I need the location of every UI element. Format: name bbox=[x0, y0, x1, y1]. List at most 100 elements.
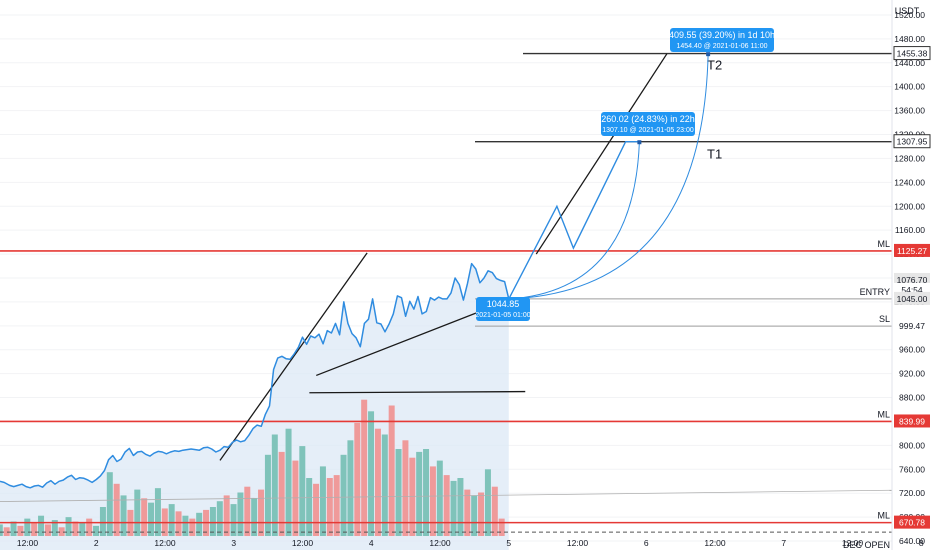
volume-bar bbox=[471, 495, 478, 536]
x-tick-label: 12:00 bbox=[154, 538, 176, 548]
trendlines-layer[interactable] bbox=[219, 53, 668, 461]
price-tag-bg bbox=[893, 46, 931, 61]
volume-bar bbox=[216, 501, 223, 536]
trendline[interactable] bbox=[316, 301, 505, 377]
volume-bar bbox=[285, 428, 292, 536]
price-tag-label: 54:54 bbox=[901, 285, 923, 295]
entry-label: ENTRY bbox=[860, 287, 890, 297]
volume-bar bbox=[258, 489, 265, 536]
price-tag-label: 1076.70 bbox=[897, 275, 928, 285]
y-tick-label: 960.00 bbox=[899, 345, 925, 355]
volume-bar bbox=[402, 440, 409, 536]
grey-trend-line[interactable] bbox=[0, 489, 893, 502]
volume-bar bbox=[44, 524, 51, 536]
callout-line2: 1454.40 @ 2021-01-06 11:00 bbox=[676, 43, 767, 50]
ml-mid-label: ML bbox=[877, 409, 890, 419]
callout-line1: 409.55 (39.20%) in 1d 10h bbox=[669, 30, 775, 40]
y-tick-label: 1520.00 bbox=[894, 10, 925, 20]
volume-bar bbox=[120, 495, 127, 536]
volume-bar bbox=[264, 454, 271, 536]
trendline[interactable] bbox=[219, 252, 368, 461]
volume-bar bbox=[99, 507, 106, 536]
y-tick-label: 1480.00 bbox=[894, 34, 925, 44]
x-tick-label: 12:00 bbox=[292, 538, 314, 548]
volume-bar bbox=[319, 466, 326, 536]
volume-bar bbox=[326, 478, 333, 536]
x-tick-label: 12:00 bbox=[17, 538, 39, 548]
x-tick-label: 8 bbox=[919, 538, 924, 548]
volume-bar bbox=[79, 522, 86, 536]
forecast-arc[interactable] bbox=[508, 54, 709, 300]
y-tick-label: 1440.00 bbox=[894, 58, 925, 68]
volume-bar bbox=[374, 428, 381, 536]
y-tick-label: 1240.00 bbox=[894, 177, 925, 187]
volume-bar bbox=[189, 518, 196, 536]
price-tag-bg bbox=[894, 272, 930, 286]
volume-bar bbox=[58, 527, 65, 536]
callout-box bbox=[476, 297, 530, 321]
callout-box bbox=[670, 28, 774, 52]
volume-bar bbox=[10, 521, 17, 536]
price-tag-bg bbox=[894, 414, 930, 428]
x-tick-label: 7 bbox=[781, 538, 786, 548]
volume-bar bbox=[113, 483, 120, 536]
volume-bar bbox=[3, 527, 10, 536]
volume-bar bbox=[24, 518, 31, 536]
price-tag-bg bbox=[894, 319, 930, 333]
volume-bar bbox=[209, 507, 216, 536]
price-tag-label: 670.78 bbox=[899, 518, 925, 528]
x-tick-label: 3 bbox=[231, 538, 236, 548]
x-tick-label: 12:00 bbox=[704, 538, 726, 548]
volume-bar bbox=[306, 478, 313, 536]
x-tick-label: 12:00 bbox=[842, 538, 864, 548]
forecast-arc[interactable] bbox=[508, 142, 640, 300]
x-tick-label: 6 bbox=[644, 538, 649, 548]
sl-label: SL bbox=[879, 314, 890, 324]
volume-bar bbox=[271, 434, 278, 536]
callout-line2: 1307.10 @ 2021-01-05 23:00 bbox=[602, 127, 694, 134]
volume-bar bbox=[65, 517, 72, 536]
trendline[interactable] bbox=[309, 390, 526, 394]
volume-bar bbox=[464, 489, 471, 536]
volume-bar bbox=[443, 475, 450, 536]
volume-bar bbox=[354, 422, 361, 536]
volume-bar bbox=[313, 483, 320, 536]
volume-bar bbox=[416, 451, 423, 536]
volume-bar bbox=[429, 466, 436, 536]
callout-line1: 260.02 (24.83%) in 22h bbox=[601, 114, 695, 124]
y-tick-label: 720.00 bbox=[899, 488, 925, 498]
callouts-layer: 409.55 (39.20%) in 1d 10h 1454.40 @ 2021-… bbox=[475, 28, 775, 321]
volume-bar bbox=[31, 522, 38, 536]
volume-bar bbox=[381, 434, 388, 536]
volume-bar bbox=[409, 457, 416, 536]
forecast-marker[interactable] bbox=[637, 140, 642, 145]
volume-bar bbox=[182, 515, 189, 536]
y-tick-label: 1400.00 bbox=[894, 82, 925, 92]
callout-entry: 1044.85 2021-01-05 01:00 bbox=[475, 297, 531, 321]
currency-label: USDT bbox=[895, 6, 920, 16]
t1-label: T1 bbox=[707, 147, 722, 162]
x-tick-label: 5 bbox=[506, 538, 511, 548]
price-tag-bg bbox=[893, 134, 931, 149]
y-tick-label: 760.00 bbox=[899, 464, 925, 474]
volume-bar bbox=[498, 518, 505, 536]
volume-bar bbox=[361, 399, 368, 536]
trendline[interactable] bbox=[535, 53, 668, 255]
t2-label: T2 bbox=[707, 58, 722, 73]
price-tag-label: 839.99 bbox=[899, 416, 925, 426]
volume-bar bbox=[196, 512, 203, 536]
y-tick-label: 800.00 bbox=[899, 440, 925, 450]
forecast-marker[interactable] bbox=[706, 52, 711, 57]
price-tags-layer: 1455.38 1307.95 1125.27 1076.7054:541045.00… bbox=[893, 46, 931, 529]
projection-path[interactable] bbox=[508, 141, 640, 300]
volume-bar bbox=[299, 446, 306, 536]
x-tick-label: 12:00 bbox=[429, 538, 451, 548]
price-tag-label: 1045.00 bbox=[897, 294, 928, 304]
price-tag-label: 1455.38 bbox=[897, 49, 928, 59]
volume-bar bbox=[51, 520, 58, 536]
callout-t1: 260.02 (24.83%) in 22h 1307.10 @ 2021-01-… bbox=[601, 112, 695, 136]
volume-bar bbox=[484, 469, 491, 536]
volume-bar bbox=[491, 486, 498, 536]
